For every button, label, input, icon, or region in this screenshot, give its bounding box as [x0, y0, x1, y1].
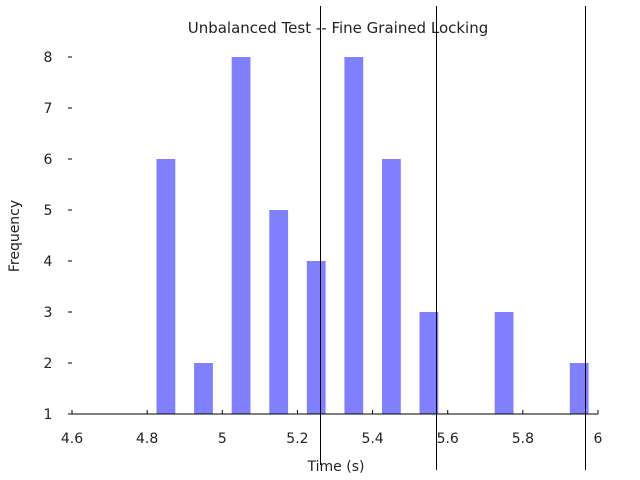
bar-9	[569, 363, 589, 414]
x-tick-label-7: 6	[594, 431, 603, 447]
x-tick-label-1: 4.8	[136, 431, 158, 447]
bar-0	[156, 159, 176, 414]
x-tick-label-4: 5.4	[361, 431, 383, 447]
x-tick-label-3: 5.2	[286, 431, 308, 447]
x-tick-label-2: 5	[218, 431, 227, 447]
y-tick-label-5: 6	[44, 152, 53, 168]
x-axis-label: Time (s)	[307, 459, 365, 475]
bar-3	[269, 210, 289, 414]
y-tick-label-0: 1	[44, 407, 53, 423]
bar-5	[344, 57, 364, 414]
reference-lines-layer	[320, 6, 586, 471]
y-tick-label-2: 3	[44, 305, 53, 321]
y-tick-label-1: 2	[44, 356, 53, 372]
y-tick-label-6: 7	[44, 101, 53, 117]
x-tick-label-0: 4.6	[61, 431, 83, 447]
bars-layer	[156, 57, 589, 414]
bar-1	[194, 363, 213, 414]
x-tick-label-5: 5.6	[437, 431, 459, 447]
y-tick-label-4: 5	[44, 203, 53, 219]
bar-6	[382, 159, 401, 414]
bar-7	[419, 312, 439, 414]
y-tick-label-3: 4	[44, 254, 53, 270]
y-axis-label: Frequency	[7, 200, 23, 272]
bar-8	[494, 312, 514, 414]
x-tick-label-6: 5.8	[512, 431, 534, 447]
bar-4	[306, 261, 326, 414]
chart-title: Unbalanced Test -- Fine Grained Locking	[188, 19, 489, 37]
ticks-layer: 4.6 4.8 5 5.2 5.4 5.6 5.8 6 1 2 3 4 5 6 7 8	[44, 50, 603, 447]
y-tick-label-7: 8	[44, 50, 53, 66]
bar-2	[231, 57, 251, 414]
